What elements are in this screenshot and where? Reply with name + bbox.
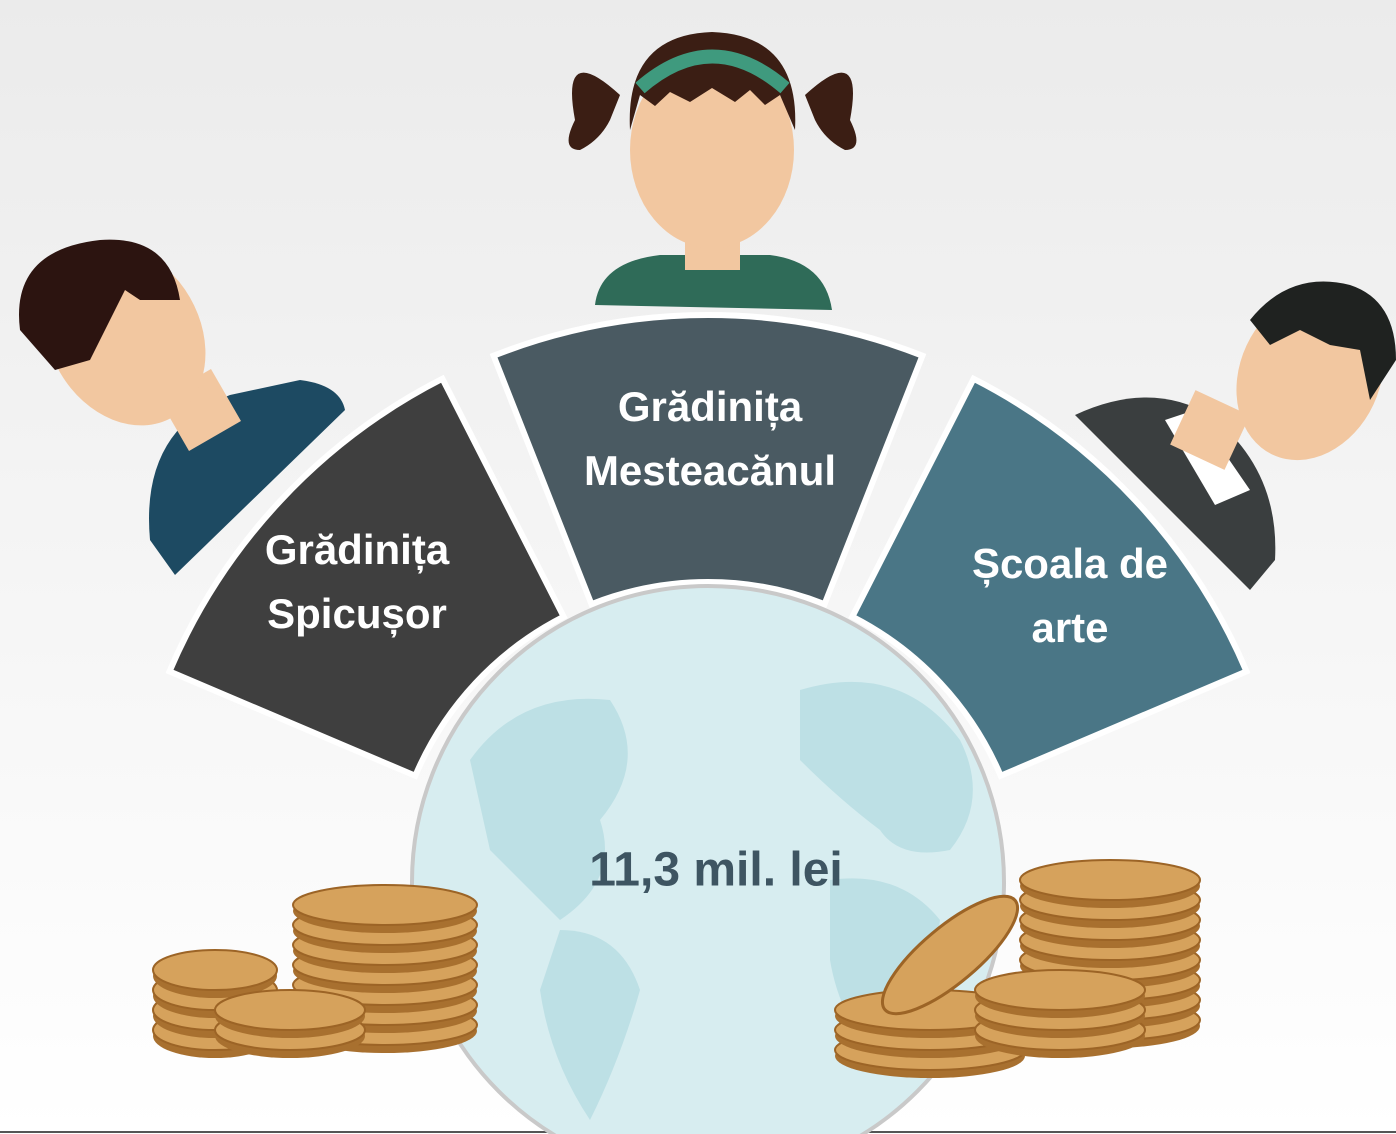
segment-label: Spicușor	[267, 590, 447, 638]
coin	[880, 894, 1020, 1016]
segment	[848, 374, 1251, 780]
girl-figure	[568, 32, 857, 310]
man-figure	[1075, 281, 1396, 590]
segment-label: Grădinița	[618, 383, 803, 431]
segment-label: Mesteacănul	[584, 447, 836, 494]
coin	[292, 884, 478, 926]
coin	[214, 989, 366, 1031]
coin	[974, 969, 1146, 1011]
segment	[489, 312, 927, 609]
coin	[1019, 859, 1201, 901]
segment-label: Școala de	[972, 540, 1168, 588]
segment-label: arte	[1031, 604, 1108, 651]
coin	[152, 949, 278, 991]
segment-label: Grădinița	[265, 526, 450, 574]
segment	[165, 374, 568, 780]
boy-figure	[19, 239, 345, 575]
center-label: 11,3 mil. lei	[589, 844, 843, 897]
